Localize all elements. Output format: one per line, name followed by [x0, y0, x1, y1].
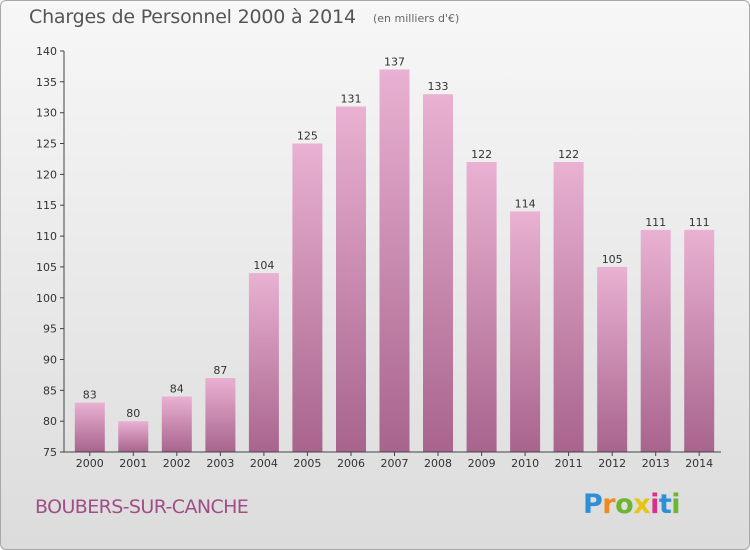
y-tick-label-105: 105	[36, 261, 57, 274]
bar-2012	[597, 266, 628, 452]
bar-2000	[74, 402, 105, 452]
chart-title: Charges de Personnel 2000 à 2014	[29, 6, 356, 28]
logo-letter: t	[658, 489, 672, 520]
x-tick-label-2003: 2003	[206, 457, 234, 470]
bar-2009	[466, 162, 497, 452]
x-tick-label-2010: 2010	[511, 457, 539, 470]
x-tick-label-2009: 2009	[468, 457, 496, 470]
bar-2006	[336, 106, 366, 452]
bar-2007	[379, 69, 410, 452]
y-tick-label-130: 130	[36, 107, 57, 120]
data-label-2006: 131	[341, 93, 362, 106]
data-label-2005: 125	[297, 130, 318, 143]
x-tick-label-2014: 2014	[685, 457, 713, 470]
data-label-2000: 83	[83, 389, 97, 402]
x-tick-label-2004: 2004	[250, 457, 278, 470]
logo-letter: r	[602, 489, 616, 520]
x-tick-label-2012: 2012	[598, 457, 626, 470]
x-tick-label-2008: 2008	[424, 457, 452, 470]
y-tick-label-120: 120	[36, 168, 57, 181]
x-tick-label-2007: 2007	[381, 457, 409, 470]
bar-2011	[553, 162, 584, 452]
y-tick-label-115: 115	[36, 199, 57, 212]
data-label-2007: 137	[384, 56, 405, 69]
bar-2002	[161, 396, 192, 452]
y-tick-label-100: 100	[36, 292, 57, 305]
x-tick-label-2001: 2001	[119, 457, 147, 470]
bar-2013	[640, 229, 671, 452]
x-tick-label-2013: 2013	[642, 457, 670, 470]
logo-letter: x	[633, 489, 651, 520]
x-tick-label-2002: 2002	[163, 457, 191, 470]
bar-2004	[248, 273, 279, 452]
logo-letter: o	[615, 489, 634, 520]
data-label-2012: 105	[602, 253, 623, 266]
data-label-2014: 111	[689, 216, 710, 229]
y-tick-label-140: 140	[36, 45, 57, 58]
y-tick-label-90: 90	[43, 354, 57, 367]
x-tick-label-2011: 2011	[555, 457, 583, 470]
logo-letter: P	[583, 489, 603, 520]
y-tick-label-95: 95	[43, 323, 57, 336]
data-label-2008: 133	[428, 80, 449, 93]
y-tick-label-75: 75	[43, 446, 57, 459]
x-tick-label-2005: 2005	[293, 457, 321, 470]
proxiti-logo[interactable]: Proxiti	[583, 489, 681, 520]
chart-subtitle: (en milliers d'€)	[373, 12, 460, 25]
y-tick-label-80: 80	[43, 415, 57, 428]
y-tick-label-85: 85	[43, 384, 57, 397]
y-tick-label-135: 135	[36, 76, 57, 89]
data-label-2011: 122	[558, 148, 579, 161]
logo-letter: i	[671, 489, 681, 520]
y-tick-label-110: 110	[36, 230, 57, 243]
x-tick-label-2000: 2000	[76, 457, 104, 470]
data-label-2010: 114	[515, 197, 536, 210]
y-tick-label-125: 125	[36, 138, 57, 151]
town-name: BOUBERS-SUR-CANCHE	[35, 496, 249, 518]
x-tick-label-2006: 2006	[337, 457, 365, 470]
data-label-2002: 84	[170, 383, 184, 396]
data-label-2013: 111	[645, 216, 666, 229]
data-label-2003: 87	[213, 364, 227, 377]
data-label-2001: 80	[126, 407, 140, 420]
data-label-2009: 122	[471, 148, 492, 161]
data-label-2004: 104	[253, 259, 274, 272]
bar-2008	[423, 94, 453, 452]
bar-2014	[684, 229, 715, 452]
bar-2005	[292, 143, 323, 452]
bar-2001	[118, 421, 149, 452]
bar-2010	[510, 211, 541, 452]
bar-2003	[205, 378, 236, 452]
logo-letter: i	[650, 489, 659, 520]
